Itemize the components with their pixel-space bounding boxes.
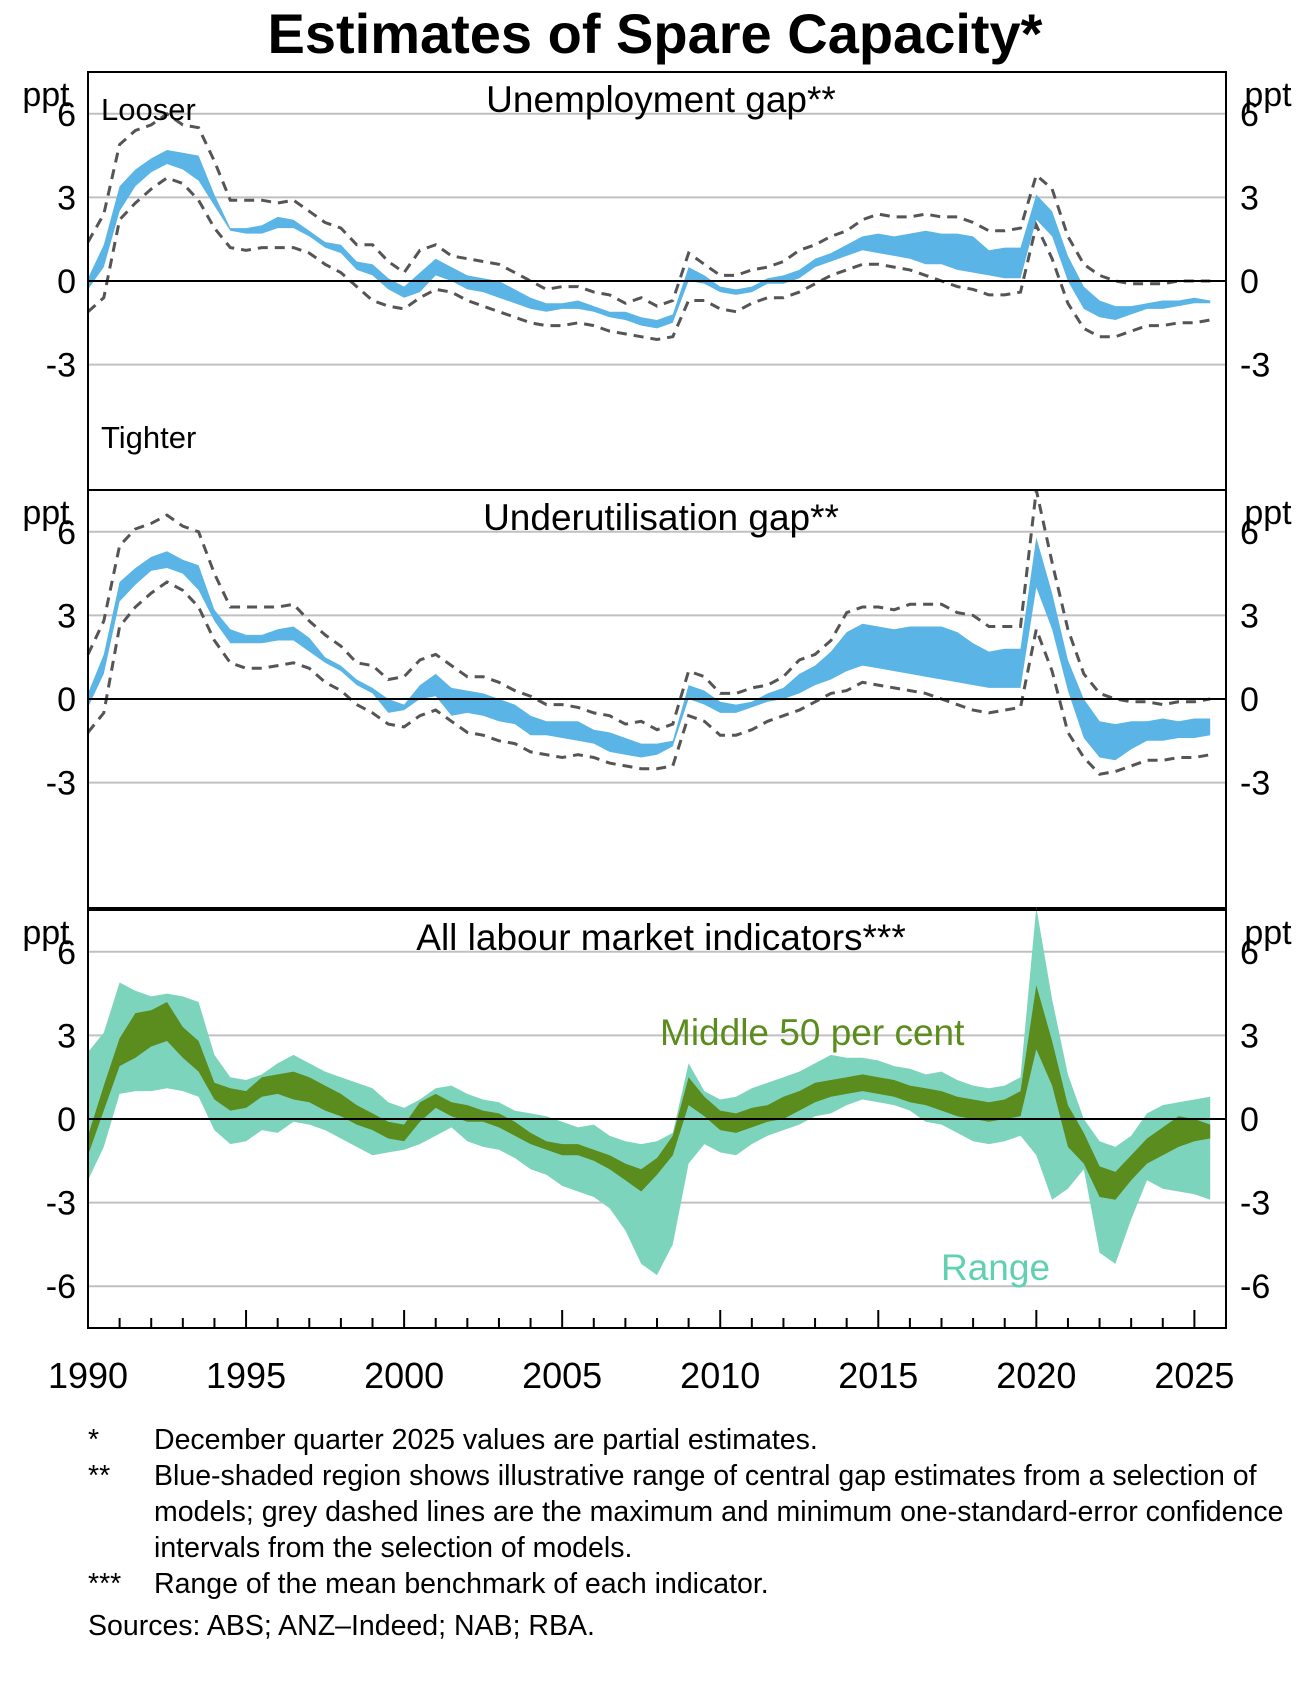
- y-tick-right: 0: [1240, 681, 1259, 719]
- y-tick-right: 0: [1240, 263, 1259, 301]
- y-unit-left: ppt: [22, 914, 70, 952]
- y-unit-left: ppt: [22, 76, 70, 114]
- y-tick-left: -3: [46, 347, 76, 385]
- footnotes: * December quarter 2025 values are parti…: [88, 1422, 1288, 1644]
- y-tick-right: -6: [1240, 1268, 1270, 1306]
- y-tick-left: 3: [57, 597, 76, 635]
- y-unit-right: ppt: [1244, 914, 1292, 952]
- y-tick-right: 6: [1240, 934, 1259, 972]
- footnote-text: Range of the mean benchmark of each indi…: [154, 1568, 769, 1600]
- footnote: ** Blue-shaded region shows illustrative…: [88, 1458, 1288, 1566]
- footnote-text: Blue-shaded region shows illustrative ra…: [154, 1460, 1284, 1564]
- y-tick-left: 3: [57, 179, 76, 217]
- x-tick-label: 2005: [522, 1355, 602, 1396]
- y-tick-right: 0: [1240, 1101, 1259, 1139]
- y-tick-left: -3: [46, 765, 76, 803]
- x-tick-label: 2020: [996, 1355, 1076, 1396]
- x-tick-label: 2010: [680, 1355, 760, 1396]
- y-tick-left: 6: [57, 514, 76, 552]
- y-unit-left: ppt: [22, 494, 70, 532]
- footnote-mark: ***: [88, 1568, 122, 1600]
- range-label: Range: [941, 1247, 1050, 1288]
- y-tick-right: 3: [1240, 179, 1259, 217]
- x-tick-label: 1995: [206, 1355, 286, 1396]
- spare-capacity-chart: Estimates of Spare Capacity* Unemploymen…: [22, 2, 1292, 1396]
- footnote-text: December quarter 2025 values are partial…: [154, 1424, 818, 1456]
- y-tick-left: 0: [57, 263, 76, 301]
- y-tick-right: 3: [1240, 1017, 1259, 1055]
- y-tick-right: 6: [1240, 514, 1259, 552]
- footnote-mark: **: [88, 1460, 111, 1492]
- y-tick-left: 0: [57, 1101, 76, 1139]
- panel-title: All labour market indicators***: [416, 917, 905, 958]
- x-tick-label: 2015: [838, 1355, 918, 1396]
- footnote-mark: *: [88, 1424, 100, 1456]
- x-tick-label: 2025: [1154, 1355, 1234, 1396]
- y-tick-left: 3: [57, 1017, 76, 1055]
- footnote: * December quarter 2025 values are parti…: [88, 1422, 1288, 1458]
- middle-50-band: [88, 985, 1211, 1200]
- central-estimate-band: [88, 537, 1211, 761]
- y-tick-right: -3: [1240, 1185, 1270, 1223]
- ci-lower-line: [86, 580, 1211, 776]
- central-estimate-band: [88, 150, 1211, 329]
- panel-frame: [87, 489, 1227, 909]
- tighter-label: Tighter: [101, 420, 196, 455]
- y-tick-left: -3: [46, 1185, 76, 1223]
- y-tick-left: -6: [46, 1268, 76, 1306]
- y-unit-right: ppt: [1244, 76, 1292, 114]
- x-tick-label: 2000: [364, 1355, 444, 1396]
- footnote: *** Range of the mean benchmark of each …: [88, 1566, 1288, 1602]
- y-unit-right: ppt: [1244, 494, 1292, 532]
- y-tick-left: 6: [57, 96, 76, 134]
- y-tick-right: 6: [1240, 96, 1259, 134]
- looser-label: Looser: [101, 92, 196, 127]
- ci-upper-line: [86, 489, 1211, 732]
- chart-title: Estimates of Spare Capacity*: [268, 2, 1043, 65]
- ci-upper-line: [86, 111, 1211, 308]
- y-tick-left: 6: [57, 934, 76, 972]
- y-tick-right: -3: [1240, 765, 1270, 803]
- y-tick-left: 0: [57, 681, 76, 719]
- x-tick-label: 1990: [48, 1355, 128, 1396]
- ci-lower-line: [87, 176, 1211, 342]
- sources: Sources: ABS; ANZ–Indeed; NAB; RBA.: [88, 1610, 595, 1642]
- y-tick-right: 3: [1240, 597, 1259, 635]
- panel-title: Unemployment gap**: [486, 79, 836, 120]
- panel-title: Underutilisation gap**: [483, 497, 839, 538]
- y-tick-right: -3: [1240, 347, 1270, 385]
- middle-50-label: Middle 50 per cent: [660, 1012, 965, 1053]
